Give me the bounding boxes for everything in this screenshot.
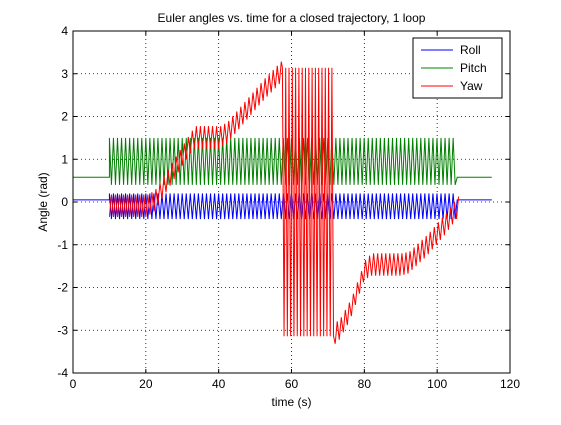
x-tick-label: 100	[427, 377, 447, 391]
x-tick-label: 40	[212, 377, 226, 391]
legend-label-pitch: Pitch	[460, 61, 487, 75]
y-tick-label: -1	[57, 238, 68, 252]
x-tick-label: 120	[500, 377, 520, 391]
y-tick-label: 0	[61, 195, 68, 209]
legend-label-roll: Roll	[460, 43, 481, 57]
x-tick-label: 0	[70, 377, 77, 391]
y-tick-label: -3	[57, 323, 68, 337]
legend: Roll Pitch Yaw	[412, 37, 503, 99]
axis-ticks: 0 20 40 60 80 100 120 -4 -3 -2 -1 0 1 2 3 4	[57, 24, 520, 391]
y-tick-label: -4	[57, 366, 68, 380]
y-tick-label: 2	[61, 110, 68, 124]
y-axis-label: Angle (rad)	[36, 172, 50, 231]
x-tick-label: 80	[358, 377, 372, 391]
series-layer	[73, 61, 492, 344]
y-tick-label: -2	[57, 281, 68, 295]
chart-title: Euler angles vs. time for a closed traje…	[158, 11, 426, 25]
y-tick-label: 1	[61, 152, 68, 166]
x-tick-label: 60	[285, 377, 299, 391]
x-axis-label: time (s)	[272, 395, 312, 409]
y-tick-label: 4	[61, 24, 68, 38]
legend-label-yaw: Yaw	[460, 79, 483, 93]
y-tick-label: 3	[61, 67, 68, 81]
yaw-series-line	[108, 61, 460, 344]
roll-series-line	[73, 193, 492, 220]
x-tick-label: 20	[139, 377, 153, 391]
